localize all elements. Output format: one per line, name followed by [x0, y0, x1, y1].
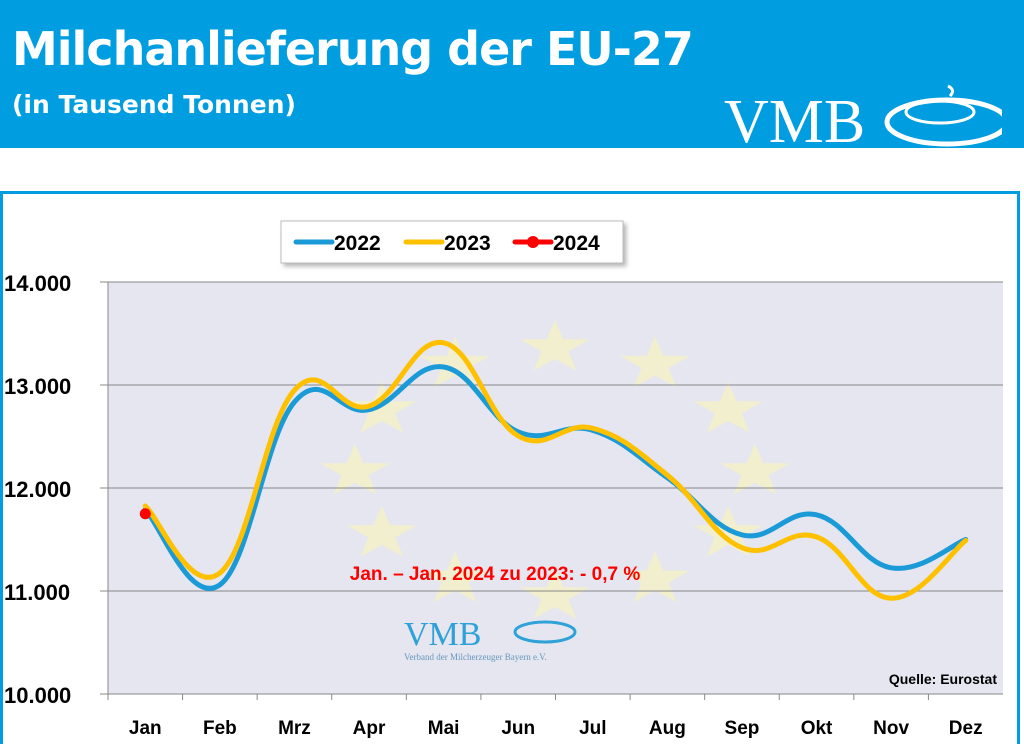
legend-label-2022: 2022	[334, 232, 381, 255]
star-icon	[520, 320, 590, 371]
star-icon	[347, 382, 417, 433]
header-banner: Milchanlieferung der EU-27 (in Tausend T…	[0, 0, 1024, 148]
star-icon	[320, 444, 390, 495]
vmb-watermark: VMB Verband der Milcherzeuger Bayern e.V…	[404, 616, 577, 662]
star-icon	[420, 336, 490, 388]
y-tick-label: 14.000	[4, 271, 71, 296]
legend-marker-2024	[527, 236, 539, 248]
star-icon	[620, 336, 690, 388]
star-icon	[347, 506, 417, 557]
legend-label-2023: 2023	[444, 232, 491, 255]
star-icon	[420, 551, 490, 603]
y-tick-label: 13.000	[4, 374, 71, 399]
change-annotation: Jan. – Jan. 2024 zu 2023: - 0,7 %	[350, 564, 641, 585]
x-tick-label: Jan	[129, 718, 162, 739]
y-tick-label: 11.000	[4, 580, 70, 605]
x-tick-label: Jun	[501, 718, 535, 739]
chart-frame	[0, 191, 1020, 744]
x-tick-label: Aug	[649, 718, 686, 739]
x-tick-label: Okt	[801, 718, 833, 739]
x-tick-label: Mrz	[278, 718, 311, 739]
watermark-swirl-icon	[513, 620, 577, 644]
series-line-2022	[142, 364, 969, 591]
star-icon	[520, 568, 590, 619]
x-tick-label: Nov	[873, 718, 909, 739]
x-tick-label: Jul	[579, 718, 606, 739]
x-tick-label: Dez	[949, 718, 983, 739]
watermark-tagline: Verband der Milcherzeuger Bayern e.V.	[404, 652, 547, 662]
source-label: Quelle: Eurostat	[889, 671, 997, 687]
series-line-2023	[142, 340, 969, 601]
page-title: Milchanlieferung der EU-27	[12, 22, 694, 76]
star-icon	[620, 551, 690, 603]
x-tick-label: Apr	[353, 718, 386, 739]
legend-box	[280, 220, 624, 264]
page-subtitle: (in Tausend Tonnen)	[12, 90, 296, 119]
vmb-logo: VMB	[724, 84, 1002, 148]
watermark-logo-text: VMB	[404, 616, 481, 653]
x-tick-label: Feb	[203, 718, 237, 739]
logo-text: VMB	[724, 88, 865, 148]
y-tick-label: 10.000	[4, 683, 71, 708]
x-tick-label: Sep	[725, 718, 760, 739]
x-tick-label: Mai	[428, 718, 460, 739]
star-icon	[720, 444, 790, 495]
data-point-2024	[139, 508, 151, 520]
star-icon	[693, 382, 763, 433]
legend: 2022 2023 2024	[280, 220, 624, 264]
legend-label-2024: 2024	[553, 232, 600, 255]
y-tick-label: 12.000	[4, 477, 71, 502]
